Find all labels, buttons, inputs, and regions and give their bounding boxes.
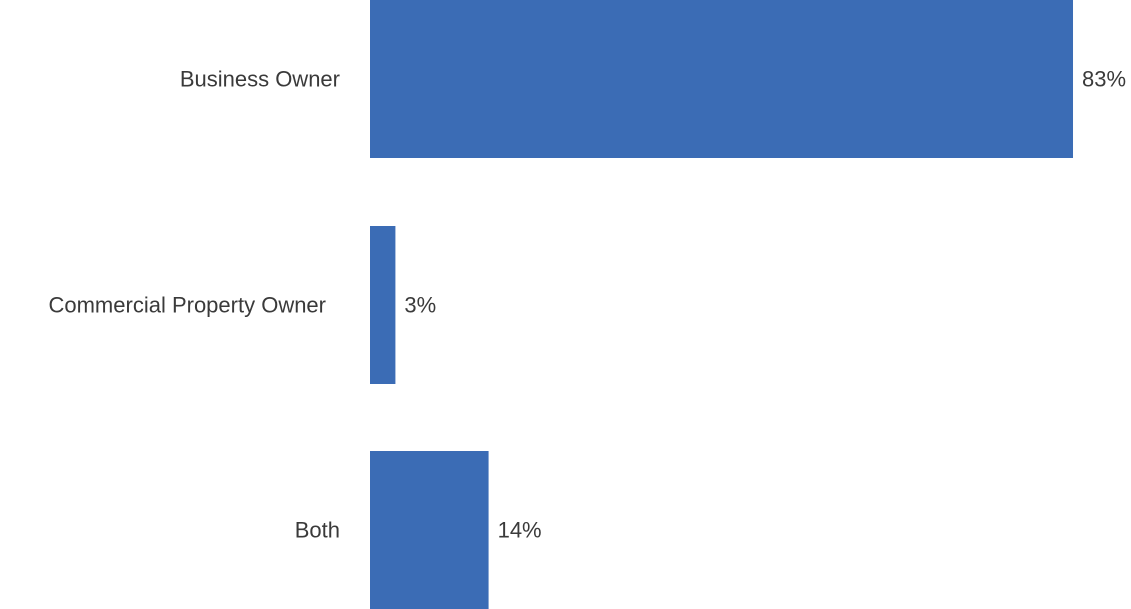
category-labels-group: Business Owner Commercial Property Owner B… bbox=[48, 67, 340, 543]
bar-commercial-property-owner bbox=[370, 226, 396, 384]
category-label: Business Owner bbox=[180, 67, 340, 92]
bar-both bbox=[370, 451, 489, 609]
value-label: 83% bbox=[1082, 67, 1126, 92]
category-label: Both bbox=[295, 518, 340, 543]
bars-group bbox=[370, 0, 1074, 609]
bar-business-owner bbox=[370, 0, 1074, 158]
value-label: 14% bbox=[498, 518, 542, 543]
category-label: Commercial Property Owner bbox=[48, 293, 326, 318]
value-label: 3% bbox=[404, 293, 436, 318]
value-labels-group: 83% 3% 14% bbox=[404, 67, 1126, 543]
